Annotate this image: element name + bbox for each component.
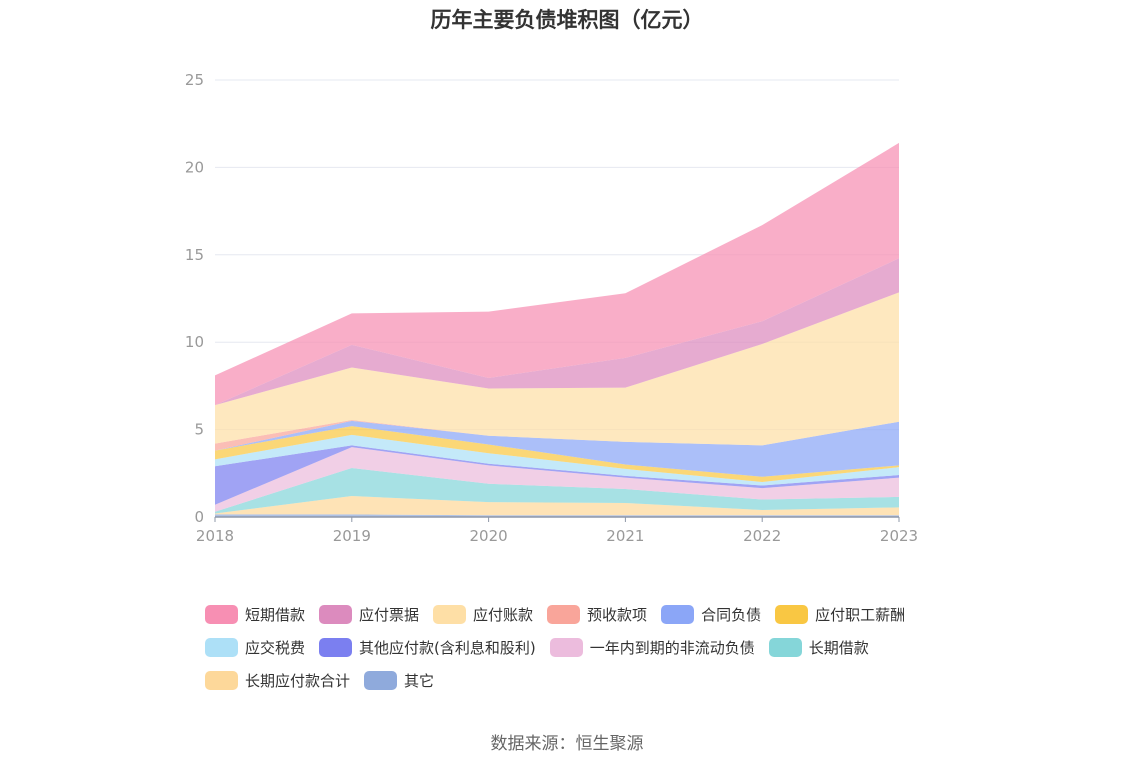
legend-swatch (319, 638, 353, 657)
legend-label: 应付票据 (359, 606, 420, 624)
legend-item[interactable]: 长期应付款合计 (205, 670, 350, 691)
legend-label: 应付职工薪酬 (815, 606, 906, 624)
legend-swatch (768, 638, 802, 657)
legend-row: 应交税费 其他应付款(含利息和股利) 一年内到期的非流动负债 长期借款 (205, 631, 965, 664)
area-series-1 (215, 496, 899, 516)
legend-item[interactable]: 应付账款 (433, 604, 533, 625)
legend-item[interactable]: 一年内到期的非流动负债 (549, 637, 755, 658)
legend-label: 合同负债 (701, 606, 762, 624)
legend-item[interactable]: 合同负债 (661, 604, 761, 625)
area-series-9 (215, 292, 899, 446)
legend-label: 应交税费 (245, 639, 306, 657)
data-source: 数据来源：恒生聚源 (490, 734, 644, 754)
legend-swatch (205, 671, 238, 690)
area-series-group (215, 142, 899, 517)
y-tick-label: 25 (185, 71, 204, 89)
legend-swatch (661, 605, 695, 624)
legend-item[interactable]: 其他应付款(含利息和股利) (319, 637, 536, 658)
y-tick-label: 10 (185, 333, 204, 351)
legend-label: 长期应付款合计 (245, 672, 351, 690)
x-tick-label: 2020 (470, 527, 508, 545)
legend-item[interactable]: 应付票据 (319, 604, 419, 625)
x-tick-label: 2023 (880, 527, 918, 545)
legend-item[interactable]: 应付职工薪酬 (775, 604, 905, 625)
area-series-2 (215, 468, 899, 514)
legend: 短期借款 应付票据 应付账款 预收款项 合同负债 应付职工薪酬应交税费 其他应付款(含利息和… (205, 598, 965, 697)
legend-label: 预收款项 (587, 606, 648, 624)
legend-row: 短期借款 应付票据 应付账款 预收款项 合同负债 应付职工薪酬 (205, 598, 965, 631)
legend-swatch (205, 638, 238, 657)
legend-label: 长期借款 (808, 639, 869, 657)
x-tick-label: 2022 (743, 527, 781, 545)
legend-label: 短期借款 (245, 606, 306, 624)
legend-label: 应付账款 (473, 606, 534, 624)
legend-item[interactable]: 应交税费 (205, 637, 305, 658)
y-tick-label: 15 (185, 246, 204, 264)
legend-label: 其它 (404, 672, 435, 690)
area-series-11 (215, 142, 899, 406)
area-series-5 (215, 434, 899, 486)
x-axis-ticks: 2018 2019 2020 2021 2022 2023 (196, 517, 918, 545)
legend-item[interactable]: 短期借款 (205, 604, 305, 625)
legend-swatch (433, 605, 467, 624)
y-tick-label: 5 (194, 421, 204, 439)
legend-item[interactable]: 其它 (364, 670, 434, 691)
legend-swatch (547, 605, 581, 624)
legend-item[interactable]: 长期借款 (768, 637, 869, 658)
legend-swatch (364, 671, 398, 690)
x-tick-label: 2019 (333, 527, 371, 545)
y-tick-label: 0 (194, 508, 204, 526)
legend-swatch (205, 605, 238, 624)
area-series-7 (215, 420, 899, 477)
legend-label: 一年内到期的非流动负债 (589, 639, 755, 657)
legend-label: 其他应付款(含利息和股利) (359, 639, 536, 657)
legend-item[interactable]: 预收款项 (547, 604, 647, 625)
x-tick-label: 2018 (196, 527, 234, 545)
legend-swatch (549, 638, 583, 657)
y-tick-label: 20 (185, 158, 204, 176)
legend-swatch (319, 605, 353, 624)
chart-title: 历年主要负债堆积图（亿元） (430, 8, 704, 32)
x-tick-label: 2021 (606, 527, 644, 545)
area-series-3 (215, 447, 899, 512)
area-series-10 (215, 258, 899, 406)
legend-row: 长期应付款合计 其它 (205, 664, 965, 697)
legend-swatch (775, 605, 809, 624)
y-axis-ticks: 0 5 10 15 20 25 (185, 71, 204, 526)
